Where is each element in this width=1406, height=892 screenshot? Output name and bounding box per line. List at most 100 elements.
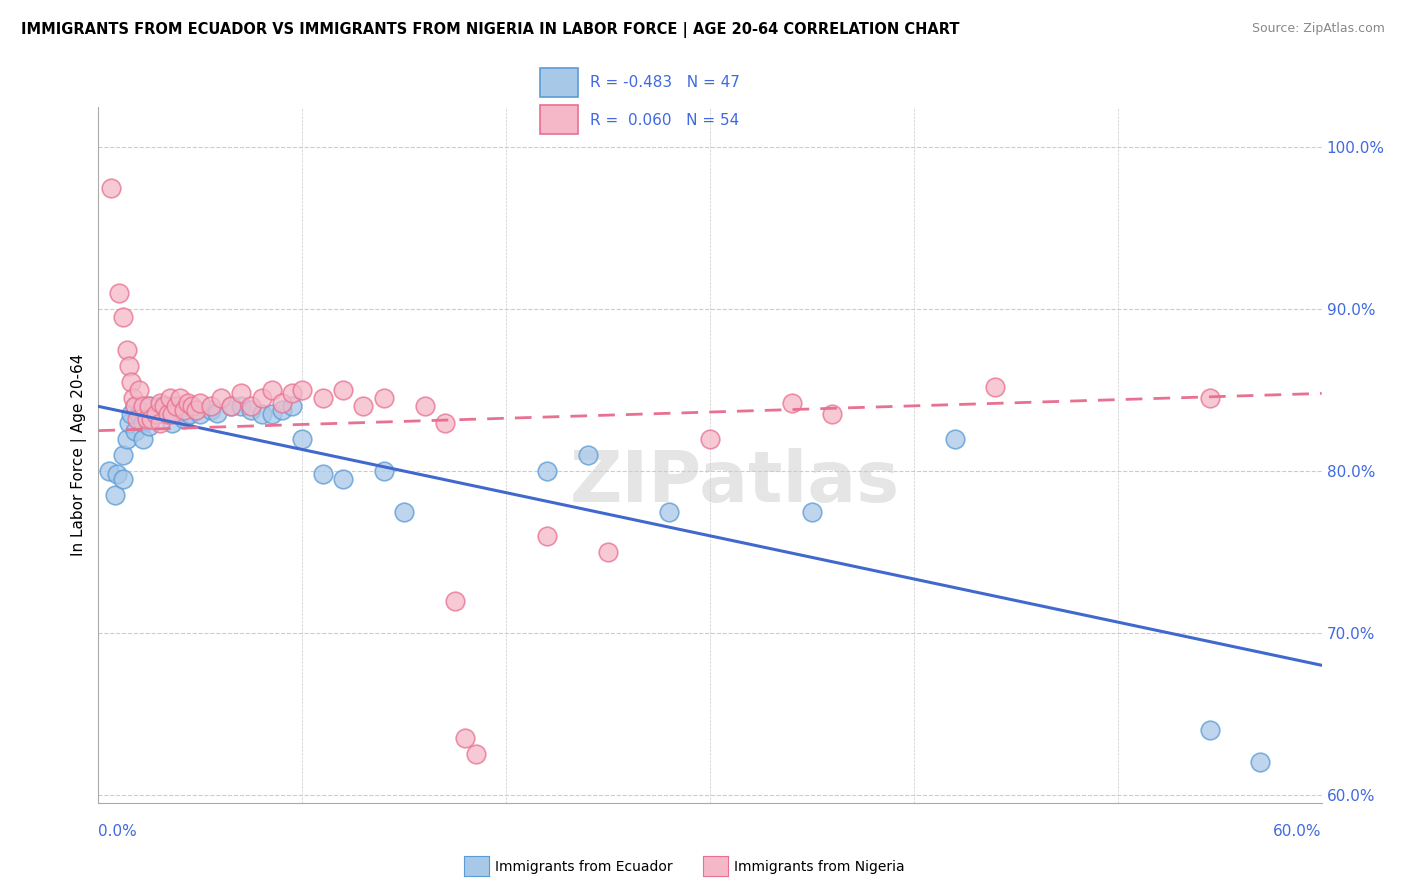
Point [145,408,167,422]
Point [152,400,174,414]
Point [332,472,354,486]
Point [1249,756,1271,770]
Point [165,400,187,414]
Point [138,400,160,414]
Point [181,400,204,414]
Point [699,432,721,446]
Point [281,386,304,401]
Point [122,392,145,406]
Point [392,504,416,518]
Point [821,408,844,422]
Text: Immigrants from Ecuador: Immigrants from Ecuador [495,860,672,874]
Point [124,424,146,438]
Point [149,416,172,430]
Point [658,504,681,518]
Text: Immigrants from Nigeria: Immigrants from Nigeria [734,860,904,874]
Point [281,400,304,414]
Point [115,343,138,357]
FancyBboxPatch shape [540,68,578,96]
Point [169,402,191,417]
Point [209,392,232,406]
Point [124,400,146,414]
Text: 60.0%: 60.0% [1274,824,1322,838]
Point [118,416,141,430]
Point [312,467,335,482]
Point [434,416,457,430]
Point [260,383,283,397]
Point [260,408,283,422]
Point [413,400,436,414]
Point [132,416,155,430]
Point [1198,723,1220,737]
Point [149,400,172,414]
Point [127,412,149,426]
Point [1198,392,1220,406]
Point [373,392,395,406]
Point [780,396,803,410]
Point [105,467,128,482]
Point [141,412,163,426]
Point [179,408,201,422]
Point [186,402,208,417]
Text: R = -0.483   N = 47: R = -0.483 N = 47 [591,76,740,90]
Point [132,432,155,446]
Point [160,408,183,422]
Point [188,396,212,410]
Point [152,408,174,422]
Point [464,747,486,762]
Point [291,432,314,446]
Point [128,383,150,397]
Point [111,310,134,325]
Point [352,400,374,414]
Point [120,408,142,422]
FancyBboxPatch shape [540,105,578,134]
Point [312,392,335,406]
Point [104,488,127,502]
Point [270,402,294,417]
Point [128,408,150,422]
Point [149,396,172,410]
Point [536,464,558,478]
Point [984,380,1007,394]
Point [219,400,242,414]
Point [332,383,354,397]
Y-axis label: In Labor Force | Age 20-64: In Labor Force | Age 20-64 [72,354,87,556]
Point [200,402,222,417]
Point [111,448,134,462]
Point [205,406,228,420]
Point [270,396,294,410]
Text: ZIPatlas: ZIPatlas [569,449,900,517]
Point [169,392,191,406]
Point [188,408,212,422]
Point [118,359,141,373]
Point [111,472,134,486]
Point [165,408,187,422]
Point [160,416,183,430]
Point [200,400,222,414]
Point [159,400,181,414]
Point [186,402,208,417]
Point [138,418,160,433]
Point [536,529,558,543]
Point [173,412,195,426]
Point [138,400,160,414]
Text: 0.0%: 0.0% [98,824,138,838]
Point [219,400,242,414]
Point [173,402,195,417]
Point [97,464,120,478]
Point [444,593,467,607]
Point [373,464,395,478]
Point [120,375,142,389]
Point [291,383,314,397]
Point [108,286,131,301]
Point [454,731,477,745]
Point [156,408,179,422]
Point [240,402,263,417]
Point [177,396,200,410]
Point [231,386,253,401]
Point [145,408,167,422]
Point [250,392,273,406]
Text: R =  0.060   N = 54: R = 0.060 N = 54 [591,112,740,128]
Point [240,400,263,414]
Text: IMMIGRANTS FROM ECUADOR VS IMMIGRANTS FROM NIGERIA IN LABOR FORCE | AGE 20-64 CO: IMMIGRANTS FROM ECUADOR VS IMMIGRANTS FR… [21,22,959,38]
